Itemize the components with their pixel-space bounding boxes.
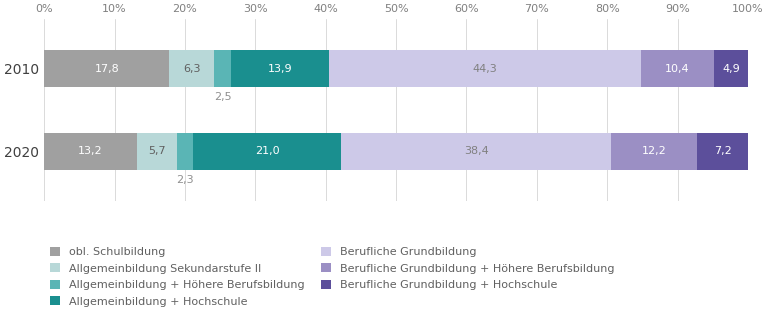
Text: 17,8: 17,8 [94, 64, 119, 74]
Text: 38,4: 38,4 [464, 146, 488, 156]
Bar [341, 133, 611, 170]
Text: 2,5: 2,5 [214, 92, 231, 102]
Text: 44,3: 44,3 [473, 64, 498, 74]
Text: 21,0: 21,0 [255, 146, 280, 156]
Text: 2,3: 2,3 [177, 175, 194, 185]
Text: 13,2: 13,2 [78, 146, 103, 156]
Bar [641, 50, 714, 87]
Text: 13,9: 13,9 [268, 64, 293, 74]
Bar [329, 50, 641, 87]
Bar [177, 133, 194, 170]
Bar [137, 133, 177, 170]
Bar [44, 133, 137, 170]
Bar [44, 50, 170, 87]
Bar [714, 50, 749, 87]
Text: 4,9: 4,9 [723, 64, 740, 74]
Bar [214, 50, 231, 87]
Text: 5,7: 5,7 [148, 146, 166, 156]
Text: 10,4: 10,4 [665, 64, 690, 74]
Bar [231, 50, 329, 87]
Bar [194, 133, 341, 170]
Bar [697, 133, 748, 170]
Text: 6,3: 6,3 [183, 64, 200, 74]
Text: 7,2: 7,2 [713, 146, 732, 156]
Text: 12,2: 12,2 [642, 146, 667, 156]
Bar [611, 133, 697, 170]
Legend: obl. Schulbildung, Allgemeinbildung Sekundarstufe II, Allgemeinbildung + Höhere : obl. Schulbildung, Allgemeinbildung Seku… [50, 246, 614, 307]
Bar [170, 50, 214, 87]
